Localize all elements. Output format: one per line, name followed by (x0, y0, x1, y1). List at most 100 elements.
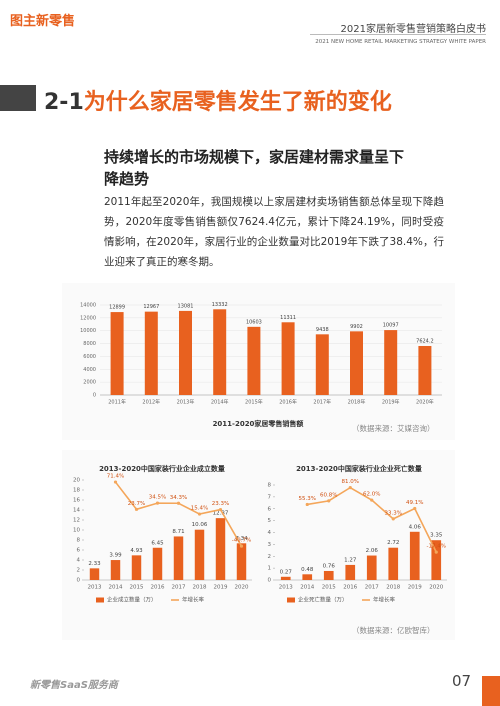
bar-value-label: 9902 (350, 324, 363, 330)
line-point (348, 486, 352, 490)
legend-swatch (287, 597, 295, 603)
bar-value-label: 3.35 (430, 533, 443, 539)
bar-value-label: 13332 (212, 302, 228, 308)
chart: 2013-2020中国家装行业企业死亡数量 0 1 2 3 4 5 6 7 8 2013 2014 20… (268, 464, 447, 604)
line-point (218, 507, 223, 512)
bar (110, 312, 124, 395)
bar (89, 568, 100, 580)
line-point (327, 499, 331, 503)
bar-value-label: 4.06 (409, 524, 422, 530)
y-tick-label: 0 (77, 578, 81, 584)
x-tick-label: 2015 (322, 585, 336, 591)
legend-label: 年增长率 (182, 596, 205, 604)
line-point (113, 480, 118, 484)
bar (173, 536, 184, 580)
bar (179, 310, 192, 395)
bar-value-label: 11311 (280, 315, 296, 321)
y-tick-label: 1 (268, 566, 272, 572)
y-tick-label: 8000 (83, 341, 96, 347)
bar-value-label: 2.33 (88, 561, 101, 567)
y-tick-label: 10000 (80, 328, 96, 334)
y-tick-label: 4 (77, 558, 81, 564)
header-rule (310, 34, 486, 35)
line-point (370, 498, 374, 502)
bar-value-label: 10.06 (192, 522, 208, 528)
line-value-label: 34.5% (149, 495, 166, 501)
bar (366, 555, 377, 580)
section-title: 2-1为什么家居零售发生了新的变化 (44, 84, 392, 116)
bar (236, 543, 247, 580)
x-tick-label: 2015年 (245, 399, 263, 406)
bar (315, 334, 329, 395)
y-tick-label: 14 (73, 508, 80, 514)
legend-swatch (96, 597, 104, 603)
line-point (134, 507, 139, 511)
bar (302, 574, 313, 580)
legend-label: 企业成立数量（万） (107, 596, 157, 604)
x-tick-label: 2018 (386, 585, 400, 591)
line-value-label: -17.4% (427, 544, 446, 550)
x-tick-label: 2013年 (177, 399, 195, 406)
line-point (155, 501, 160, 505)
source: （数据来源：亿欧智库） (352, 626, 435, 635)
bar (215, 518, 226, 580)
chart-panel (62, 450, 455, 640)
bar-value-label: 12.37 (213, 511, 229, 517)
y-tick-label: 3 (268, 542, 272, 548)
line-point (176, 501, 181, 505)
bar (323, 570, 334, 580)
line-value-label: 81.0% (342, 479, 359, 485)
bar-value-label: 7.34 (235, 536, 248, 542)
bar (110, 560, 121, 580)
bar (281, 322, 295, 395)
line-value-label: 71.4% (107, 474, 124, 480)
x-tick-label: 2016年 (279, 399, 297, 406)
line-value-label: 15.4% (191, 506, 208, 512)
y-tick-label: 14000 (80, 303, 96, 309)
y-tick-label: 2000 (83, 380, 96, 386)
x-tick-label: 2016 (343, 585, 357, 591)
footer-brand: 新零售SaaS服务商 (30, 680, 118, 691)
x-tick-label: 2012年 (142, 399, 160, 406)
y-tick-label: 8 (77, 538, 81, 544)
x-tick-label: 2014年 (211, 399, 229, 406)
x-tick-label: 2019 (214, 585, 228, 591)
y-tick-label: 6 (77, 548, 81, 554)
section-text: 为什么家居零售发生了新的变化 (83, 90, 392, 115)
section-block (0, 85, 36, 111)
y-tick-label: 18 (73, 488, 80, 494)
chart-title: 2013-2020中国家装行业企业死亡数量 (296, 464, 422, 473)
bar (152, 547, 163, 580)
chart: 2011-2020家居零售销售额 0 2000 4000 6000 8000 10000 12… (80, 302, 442, 428)
source: （数据来源：艾媒咨询） (352, 424, 435, 433)
x-tick-label: 2018 (193, 585, 207, 591)
y-tick-label: 6000 (83, 354, 96, 360)
y-tick-label: 0 (268, 578, 272, 584)
bar-value-label: 10603 (246, 319, 262, 325)
bar-value-label: 12899 (109, 305, 125, 311)
line-value-label: 23.7% (128, 501, 145, 507)
line-value-label: 55.3% (299, 496, 316, 502)
bar (247, 326, 261, 395)
y-tick-label: 7 (268, 494, 272, 500)
bar (388, 547, 399, 580)
line-value-label: -40.7% (232, 538, 251, 544)
bar (213, 309, 227, 395)
y-tick-label: 12000 (80, 315, 96, 321)
chart-title: 2011-2020家居零售销售额 (213, 419, 304, 428)
header-title: 2021家居新零售营销策略白皮书 (340, 24, 486, 35)
x-tick-label: 2015 (130, 585, 144, 591)
y-tick-label: 4 (268, 530, 272, 536)
bar-value-label: 7624.2 (416, 338, 434, 344)
y-tick-label: 12 (73, 518, 80, 524)
logo: 图主新零售 (10, 14, 76, 29)
bar (409, 531, 420, 580)
line-value-label: 34.3% (170, 495, 187, 501)
y-tick-label: 0 (93, 393, 96, 399)
y-tick-label: 2 (77, 568, 81, 574)
x-tick-label: 2014 (109, 585, 123, 591)
x-tick-label: 2017 (365, 585, 379, 591)
x-tick-label: 2019年 (382, 399, 400, 406)
bar-value-label: 1.27 (344, 557, 357, 563)
